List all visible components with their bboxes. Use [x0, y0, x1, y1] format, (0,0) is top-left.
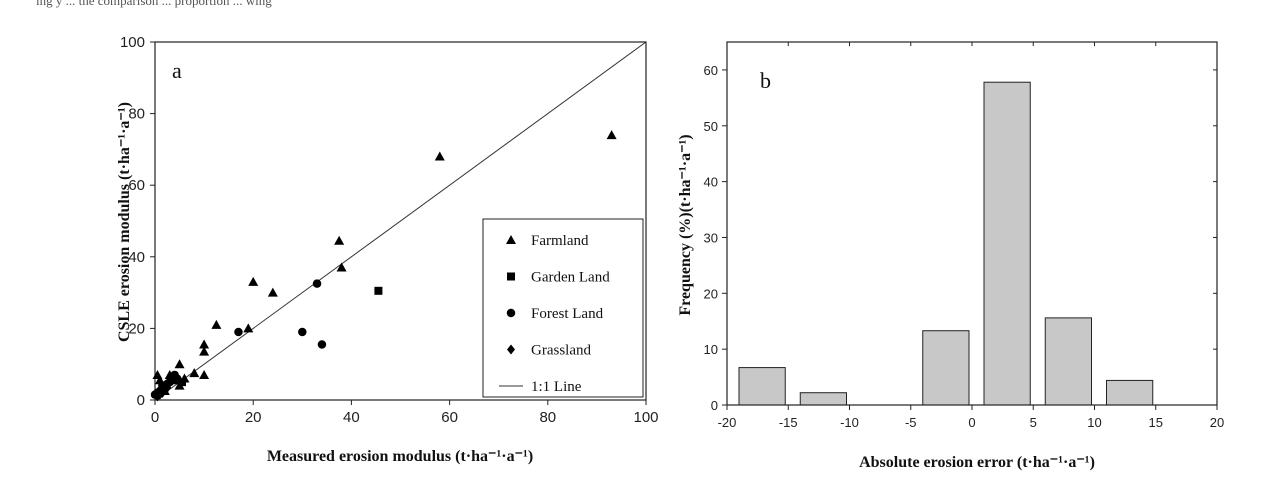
- farmland-point: [243, 323, 254, 333]
- panel-a-label: a: [172, 58, 182, 83]
- panel-a-x-axis-label: Measured erosion modulus (t·ha⁻¹·a⁻¹): [267, 448, 533, 465]
- histogram-bar: [1106, 379, 1154, 406]
- histogram-bar: [738, 367, 786, 406]
- farmland-point: [248, 276, 259, 286]
- farmland-point: [336, 262, 347, 272]
- forest-land-point: [234, 327, 243, 337]
- panel-b-y-axis-label: Frequency (%)(t·ha⁻¹·a⁻¹): [677, 134, 694, 315]
- farmland-point: [211, 319, 222, 329]
- y-tick-label: 20: [704, 286, 718, 301]
- y-tick-label: 100: [120, 34, 145, 51]
- legend-item-label: Garden Land: [531, 270, 610, 286]
- forest-land-point: [312, 279, 322, 288]
- legend-triangle-symbol: [506, 235, 516, 244]
- x-tick-label: -15: [779, 415, 798, 430]
- panel-a-legend: Farmland Garden Land Forest Land Grassland 1…: [482, 218, 644, 398]
- x-tick-label: 10: [1087, 415, 1101, 430]
- legend-circle-symbol: [506, 308, 516, 318]
- panel-b-x-axis-label: Absolute erosion error (t·ha⁻¹·a⁻¹): [859, 454, 1095, 471]
- histogram-bar: [799, 392, 847, 406]
- y-tick-label: 80: [128, 106, 145, 123]
- forest-land-point: [298, 327, 307, 337]
- garden-land-point: [178, 378, 187, 387]
- panel-b-plot-frame: [726, 41, 1218, 406]
- panel-b-histogram: -20 -15 -10 -5 0 5 10 15 20 0 10 20 30 40 50 60 b Absol…: [677, 41, 1224, 471]
- x-tick-label: 0: [968, 415, 975, 430]
- forest-land-point: [317, 340, 327, 349]
- farmland-point: [199, 346, 210, 356]
- y-tick-label: 40: [704, 175, 718, 190]
- x-tick-label: -20: [718, 415, 737, 430]
- legend-item-label: Farmland: [531, 233, 589, 249]
- y-tick-label: 50: [704, 119, 718, 134]
- y-tick-label: 0: [711, 398, 718, 413]
- x-tick-label: 20: [245, 409, 262, 426]
- x-tick-label: 20: [1210, 415, 1224, 430]
- x-tick-label: 5: [1030, 415, 1037, 430]
- forest-land-point: [172, 374, 182, 383]
- panel-a-plot-frame: [154, 41, 647, 401]
- panel-a-y-axis-label: CSLE erosion modulus (t·ha⁻¹·a⁻¹): [116, 102, 133, 342]
- farmland-point: [267, 287, 278, 297]
- x-tick-label: 80: [539, 409, 556, 426]
- garden-land-point: [374, 286, 383, 295]
- x-tick-label: 0: [151, 409, 159, 426]
- x-tick-label: -10: [840, 415, 859, 430]
- farmland-point: [199, 369, 210, 379]
- y-tick-label: 0: [137, 392, 145, 409]
- grassland-point: [158, 387, 167, 398]
- farmland-point: [434, 151, 445, 161]
- legend-item-label: 1:1 Line: [531, 379, 582, 395]
- legend-item-label: Forest Land: [531, 306, 604, 322]
- grassland-point: [163, 382, 172, 393]
- x-tick-label: 60: [441, 409, 458, 426]
- x-tick-label: 15: [1149, 415, 1163, 430]
- legend-item-label: Grassland: [531, 343, 591, 359]
- y-tick-label: 60: [128, 177, 145, 194]
- farmland-point: [174, 359, 185, 369]
- legend-square-symbol: [507, 272, 515, 281]
- farmland-point: [189, 368, 200, 378]
- cropped-caption-text: ing y ... the comparison ... proportion …: [36, 0, 272, 8]
- y-tick-label: 20: [128, 320, 145, 337]
- histogram-bar: [922, 330, 970, 406]
- x-tick-label: 40: [343, 409, 360, 426]
- legend-box: [482, 218, 644, 398]
- y-tick-label: 40: [128, 249, 145, 266]
- y-tick-label: 60: [704, 63, 718, 78]
- histogram-bar: [983, 81, 1031, 406]
- farmland-point: [606, 130, 617, 140]
- panel-a-scatter-plot: 0 20 40 60 80 100 0 20 40 60 80 100 a Measured eros…: [116, 34, 659, 465]
- y-tick-label: 10: [704, 342, 718, 357]
- histogram-bar: [1044, 317, 1092, 406]
- farmland-point: [334, 235, 345, 245]
- legend-diamond-symbol: [507, 344, 515, 355]
- x-tick-label: 100: [633, 409, 658, 426]
- farmland-point: [199, 339, 210, 349]
- panel-b-label: b: [760, 68, 771, 93]
- one-to-one-line: [154, 41, 647, 401]
- y-tick-label: 30: [704, 230, 718, 245]
- x-tick-label: -5: [905, 415, 917, 430]
